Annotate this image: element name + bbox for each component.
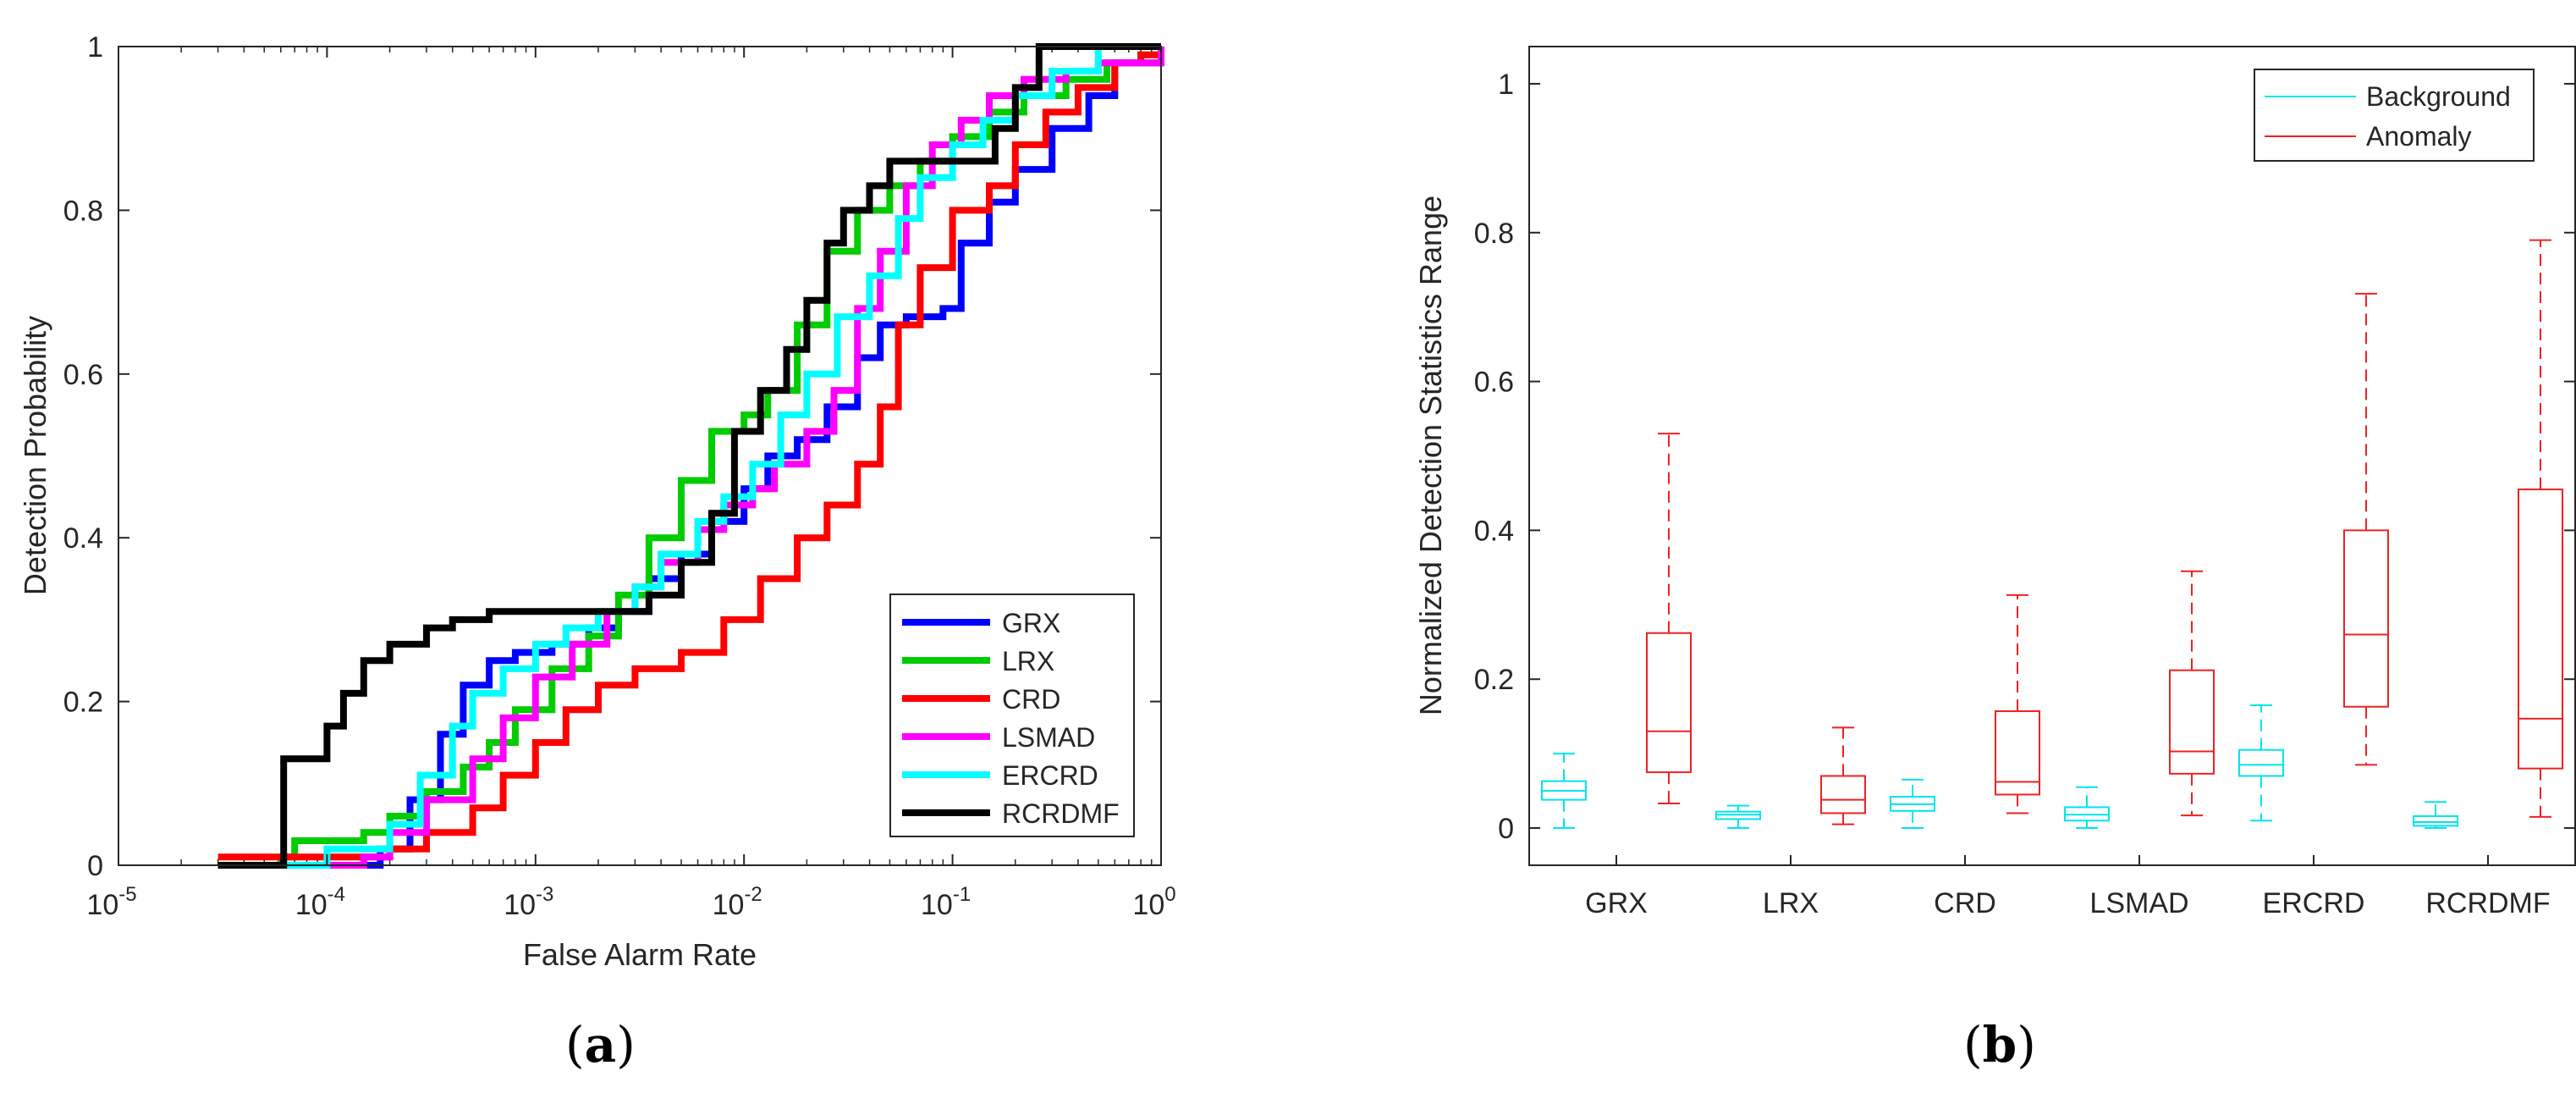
roc-series-ercrd — [217, 43, 1161, 869]
box-y-tick-label: 0.8 — [1474, 218, 1514, 250]
box-y-tick-label: 1 — [1498, 69, 1514, 101]
roc-x-tick-label: 10-5 — [86, 883, 136, 921]
box-body-anomaly-ercrd — [2343, 529, 2389, 708]
box-body-anomaly-grx — [1646, 632, 1692, 774]
box-body-anomaly-lsmad — [2169, 669, 2215, 775]
box-x-tick-label-crd: CRD — [1934, 887, 1996, 919]
box-body-anomaly-rcrdmf — [2518, 489, 2563, 770]
box-body-anomaly-lrx — [1820, 775, 1866, 814]
box-x-tick-label-grx: GRX — [1585, 887, 1648, 919]
box-series-group — [1541, 239, 2563, 830]
roc-x-tick-label: 10-2 — [713, 883, 762, 921]
box-y-tick-label: 0.2 — [1474, 664, 1514, 696]
box-body-anomaly-crd — [1995, 710, 2040, 796]
roc-y-tick-label: 0.6 — [63, 359, 103, 391]
roc-y-tick-label: 0.4 — [63, 522, 103, 555]
box-plot-area — [1529, 47, 2576, 865]
roc-legend-label-rcrdmf: RCRDMF — [1002, 798, 1120, 829]
box-body-background-rcrdmf — [2413, 814, 2458, 827]
roc-y-tick-label: 0.2 — [63, 687, 103, 719]
roc-legend-box — [889, 593, 1135, 837]
roc-chart: 10-5 10-4 10-3 10-2 10-1 100 0 0.2 0.4 0.6 0.8 1 F… — [18, 31, 1176, 972]
roc-x-tick-label: 10-4 — [295, 883, 345, 921]
box-y-axis-label: Normalized Detection Statistics Range — [1413, 196, 1448, 715]
box-body-background-ercrd — [2238, 748, 2284, 777]
roc-legend-label-grx: GRX — [1002, 608, 1060, 638]
roc-legend-label-ercrd: ERCRD — [1002, 760, 1098, 791]
roc-legend-label-lrx: LRX — [1002, 646, 1054, 676]
box-legend: Background Anomaly — [2254, 69, 2535, 162]
box-axes-box — [1528, 46, 2576, 866]
roc-series-crd — [217, 47, 1164, 861]
roc-legend: GRX LRX CRD LSMAD ERCRD RCRDMF — [889, 593, 1135, 837]
roc-series-rcrdmf — [217, 43, 1161, 869]
roc-y-tick-label: 0 — [87, 850, 103, 882]
roc-y-tick-label: 0.8 — [63, 195, 103, 227]
box-legend-label-anomaly: Anomaly — [2366, 121, 2472, 152]
box-y-tick-label: 0.4 — [1474, 515, 1514, 547]
roc-axes-box — [118, 46, 1162, 866]
box-chart: GRX LRX CRD LSMAD ERCRD RCRDMF 0 0.2 0.4 0.6 0.8 1… — [1413, 46, 2576, 919]
caption-b: (b) — [1963, 1016, 2036, 1074]
roc-x-tick-label: 100 — [1132, 883, 1175, 921]
roc-y-tick-label: 1 — [87, 31, 103, 63]
box-legend-box — [2254, 69, 2535, 162]
roc-y-axis-label: Detection Probability — [18, 316, 52, 595]
box-x-tick-label-lsmad: LSMAD — [2089, 887, 2188, 919]
roc-legend-label-crd: CRD — [1002, 684, 1060, 715]
roc-x-tick-label: 10-1 — [921, 883, 971, 921]
box-legend-label-background: Background — [2366, 81, 2511, 112]
roc-x-axis-label: False Alarm Rate — [523, 937, 757, 972]
box-x-tick-label-rcrdmf: RCRDMF — [2425, 887, 2550, 919]
roc-x-tick-label: 10-3 — [504, 883, 553, 921]
box-y-tick-label: 0 — [1498, 813, 1514, 845]
caption-a: (a) — [565, 1016, 636, 1074]
roc-series-group — [217, 43, 1164, 869]
box-y-tick-label: 0.6 — [1474, 367, 1514, 399]
box-x-tick-label-ercrd: ERCRD — [2263, 887, 2365, 919]
box-x-tick-label-lrx: LRX — [1763, 887, 1819, 919]
roc-legend-label-lsmad: LSMAD — [1002, 722, 1095, 753]
